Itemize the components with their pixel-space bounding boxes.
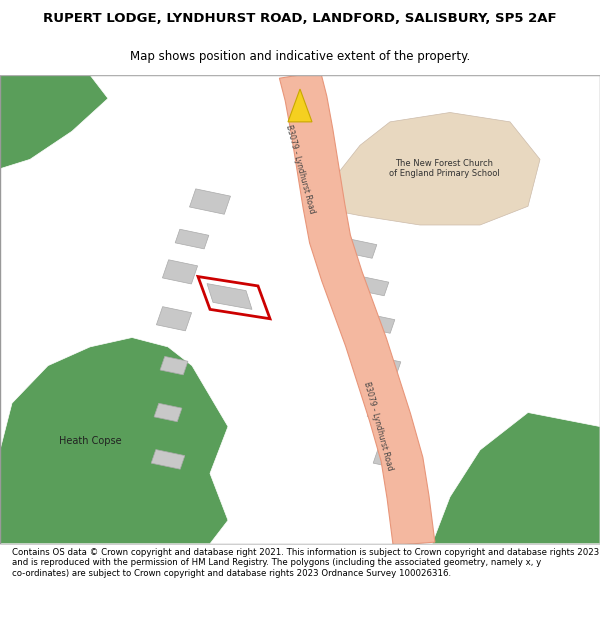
Bar: [355, 276, 389, 296]
Text: RUPERT LODGE, LYNDHURST ROAD, LANDFORD, SALISBURY, SP5 2AF: RUPERT LODGE, LYNDHURST ROAD, LANDFORD, …: [43, 12, 557, 25]
Polygon shape: [0, 338, 228, 544]
Bar: [163, 260, 197, 284]
Bar: [373, 449, 407, 469]
Bar: [157, 307, 191, 331]
Text: Map shows position and indicative extent of the property.: Map shows position and indicative extent…: [130, 50, 470, 62]
Bar: [151, 449, 185, 469]
Bar: [367, 356, 401, 376]
Bar: [190, 189, 230, 214]
Text: Contains OS data © Crown copyright and database right 2021. This information is : Contains OS data © Crown copyright and d…: [12, 548, 599, 578]
Polygon shape: [280, 72, 435, 546]
Bar: [175, 229, 209, 249]
Bar: [343, 239, 377, 258]
Bar: [160, 356, 188, 375]
Polygon shape: [0, 75, 108, 169]
Text: Heath Copse: Heath Copse: [59, 436, 121, 446]
Polygon shape: [288, 89, 312, 122]
Bar: [361, 314, 395, 333]
Text: B3079 - Lyndhurst Road: B3079 - Lyndhurst Road: [284, 123, 316, 214]
Bar: [154, 403, 182, 422]
Bar: [367, 402, 401, 422]
Polygon shape: [207, 284, 252, 309]
Polygon shape: [312, 112, 540, 225]
Text: The New Forest Church
of England Primary School: The New Forest Church of England Primary…: [389, 159, 499, 179]
Text: B3079 - Lyndhurst Road: B3079 - Lyndhurst Road: [362, 381, 394, 472]
Polygon shape: [432, 412, 600, 544]
